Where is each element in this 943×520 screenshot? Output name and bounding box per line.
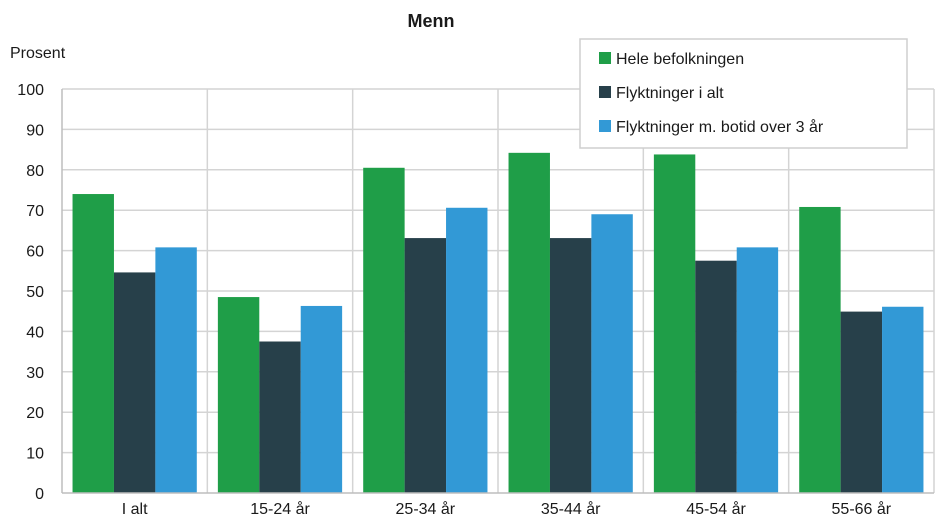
bar <box>113 272 156 493</box>
y-tick-label: 10 <box>26 446 44 463</box>
x-tick-labels: I alt 15-24 år 25-34 år 35-44 år 45-54 år 55-… <box>122 500 892 518</box>
x-tick-label: 25-34 år <box>396 500 456 518</box>
bar <box>300 305 343 493</box>
legend-box <box>579 38 908 149</box>
bar <box>840 311 883 493</box>
y-tick-label: 40 <box>26 324 44 341</box>
x-tick-label: I alt <box>122 501 148 518</box>
y-tick-label: 30 <box>26 365 44 382</box>
y-tick-label: 0 <box>35 486 44 503</box>
bar <box>217 297 260 493</box>
bar <box>591 214 633 494</box>
bar <box>259 341 301 493</box>
y-tick-label: 50 <box>26 284 44 301</box>
x-tick-label: 45-54 år <box>686 500 746 518</box>
legend-swatch <box>599 52 611 64</box>
legend-label: Flyktninger m. botid over 3 år <box>616 118 824 136</box>
y-tick-labels: 0 10 20 30 40 50 60 70 80 90 100 <box>17 82 44 503</box>
legend-swatch <box>599 120 611 132</box>
x-tick-label: 55-66 år <box>832 500 892 518</box>
bar <box>446 207 488 493</box>
bar <box>736 247 779 493</box>
bar <box>508 152 550 493</box>
legend-swatch <box>599 86 611 98</box>
x-tick-label: 15-24 år <box>250 500 310 518</box>
bar <box>363 167 405 493</box>
bars <box>62 152 934 494</box>
x-tick-label: 35-44 år <box>541 500 601 518</box>
bar <box>549 238 592 493</box>
y-tick-label: 100 <box>17 82 44 99</box>
chart-title: Menn <box>408 11 455 31</box>
y-tick-label: 70 <box>26 203 44 220</box>
bar <box>653 154 696 493</box>
legend-label: Hele befolkningen <box>616 51 744 68</box>
bar <box>799 206 841 493</box>
legend-label: Flyktninger i alt <box>616 85 724 102</box>
bar <box>72 194 114 494</box>
y-tick-label: 90 <box>26 122 44 139</box>
y-tick-label: 60 <box>26 244 44 261</box>
y-tick-label: 80 <box>26 163 44 180</box>
legend: Hele befolkningen Flyktninger i alt Flyktn… <box>579 38 908 149</box>
bar <box>882 306 924 493</box>
bar <box>155 247 197 493</box>
bar <box>404 238 447 493</box>
gridlines <box>61 88 935 493</box>
y-axis-label: Prosent <box>10 45 66 62</box>
y-tick-label: 20 <box>26 405 44 422</box>
bar <box>695 260 737 493</box>
